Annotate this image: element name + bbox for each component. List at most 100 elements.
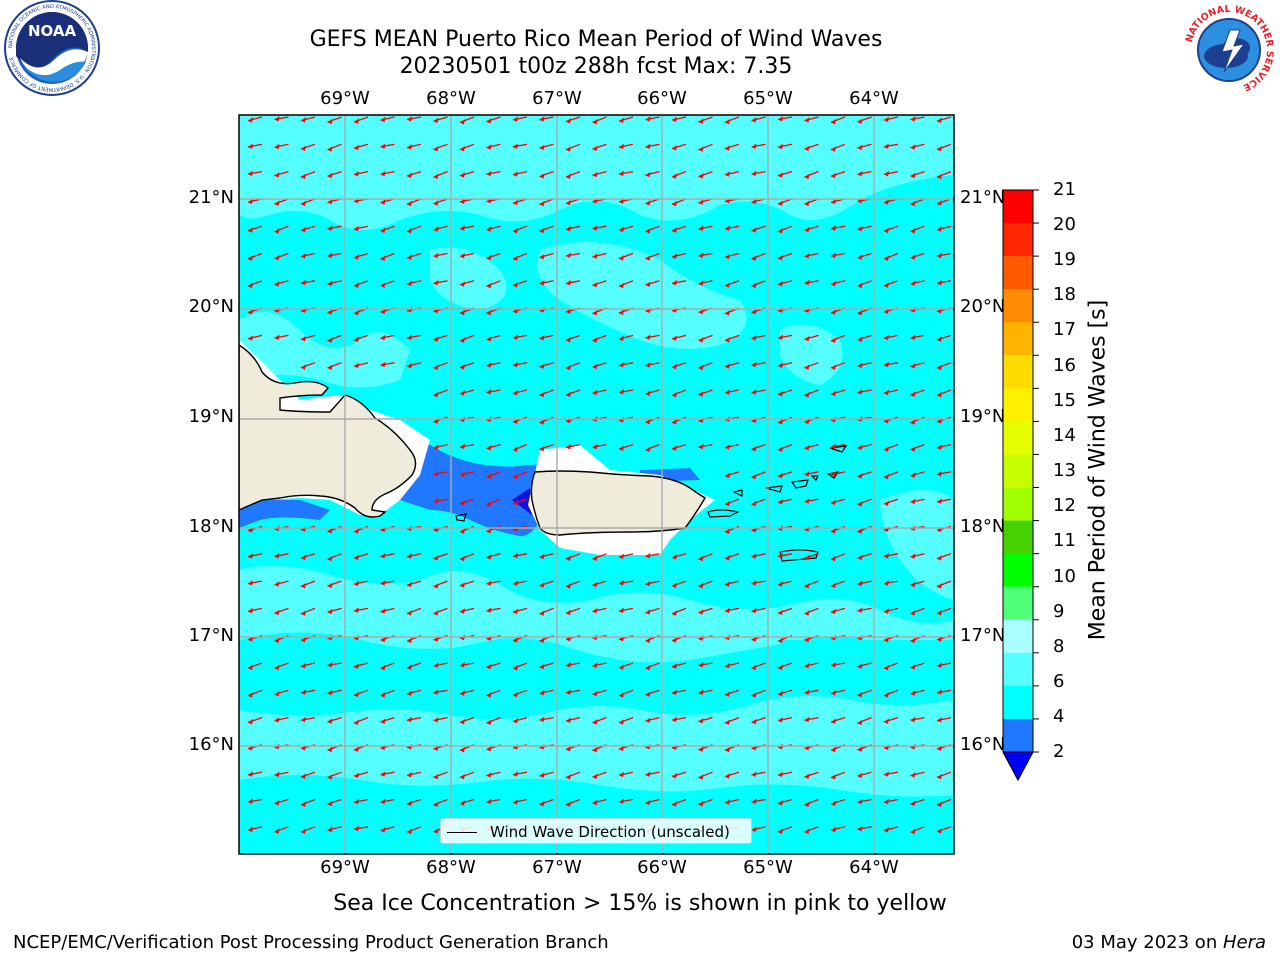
wave-arrow <box>724 471 740 479</box>
wave-arrow <box>459 771 475 780</box>
wave-arrow <box>592 662 607 668</box>
colorbar-band <box>1003 718 1033 753</box>
colorbar-extend-arrow <box>1002 751 1034 782</box>
wave-arrow <box>433 225 448 232</box>
wave-arrow <box>274 798 289 806</box>
nws-logo-icon: NATIONAL WEATHER SERVICE <box>1183 4 1275 96</box>
wave-arrow <box>539 443 554 452</box>
wave-arrow <box>671 389 687 398</box>
map-frame <box>238 114 955 855</box>
wave-arrow <box>406 826 422 835</box>
wave-arrow <box>512 280 528 288</box>
wave-arrow <box>274 334 289 340</box>
wave-arrow <box>857 389 872 395</box>
wave-arrow <box>539 362 554 369</box>
wave-arrow <box>830 607 846 615</box>
wave-arrow <box>327 771 342 780</box>
wave-arrow <box>539 143 554 151</box>
wave-arrow <box>300 826 316 835</box>
wave-arrow <box>645 662 660 671</box>
wave-arrow <box>459 280 475 287</box>
wave-arrow <box>645 716 660 724</box>
wave-arrow <box>671 689 687 696</box>
wave-arrow <box>539 389 554 398</box>
wave-arrow <box>539 771 554 779</box>
wave-arrow <box>910 607 925 616</box>
wave-arrow <box>724 334 740 343</box>
wave-arrow <box>274 716 289 723</box>
wave-arrow <box>724 389 740 395</box>
wave-arrow <box>883 607 899 614</box>
noaa-logo-text: NOAA <box>28 22 77 40</box>
wave-arrow <box>804 498 819 504</box>
wave-arrow <box>698 716 713 724</box>
wave-arrow <box>671 198 687 207</box>
lon-label-top-64w: 64°W <box>849 88 899 109</box>
wave-arrow <box>247 116 263 123</box>
wave-arrow <box>380 170 395 177</box>
wave-arrow <box>618 798 634 805</box>
wave-arrow <box>724 362 740 369</box>
wave-arrow <box>539 607 554 616</box>
wave-arrow <box>671 553 687 560</box>
wave-arrow <box>300 580 316 589</box>
wave-arrow <box>857 798 872 805</box>
wave-arrow <box>830 471 846 477</box>
wave-arrow <box>406 662 422 670</box>
gridlines <box>239 115 954 854</box>
colorbar-tick-10: 10 <box>1053 566 1076 587</box>
wave-arrow <box>300 662 316 669</box>
wave-arrow <box>671 143 687 151</box>
wave-arrow <box>380 361 395 368</box>
wave-arrow <box>565 170 581 179</box>
wave-arrow <box>247 716 263 725</box>
wave-arrow <box>618 716 634 725</box>
wave-arrow <box>433 143 448 152</box>
wave-arrow <box>433 716 448 723</box>
wave-arrow <box>910 389 925 397</box>
lon-label-top-67w: 67°W <box>532 88 582 109</box>
wave-arrow <box>936 689 952 695</box>
wave-arrow <box>936 771 952 780</box>
wave-arrow <box>433 116 448 124</box>
wave-arrow <box>565 389 581 398</box>
chart-subtitle: 20230501 t00z 288h fcst Max: 7.35 <box>399 54 793 79</box>
wave-arrow <box>247 798 263 805</box>
wave-arrow <box>380 225 395 234</box>
wave-arrow <box>777 716 793 723</box>
wave-arrow <box>433 252 448 259</box>
wave-arrow <box>830 826 846 833</box>
wave-arrow <box>910 580 925 588</box>
wave-arrow <box>751 771 766 777</box>
wave-arrow <box>486 580 501 586</box>
wave-arrow <box>804 143 819 152</box>
wave-arrow <box>433 170 448 180</box>
wave-arrow <box>327 252 342 259</box>
wave-arrow <box>936 389 952 398</box>
wave-arrow <box>327 689 342 696</box>
wave-arrow <box>459 607 475 614</box>
wave-arrow <box>724 716 740 726</box>
wave-arrow <box>671 252 687 259</box>
wave-arrow <box>698 771 713 780</box>
wave-arrow <box>857 580 872 587</box>
wave-arrow <box>910 280 925 287</box>
colorbar-band <box>1003 652 1033 687</box>
footer-date: 03 May 2023 on Hera <box>1072 932 1266 954</box>
wave-arrow <box>486 498 501 507</box>
wave-arrow <box>910 553 925 559</box>
wave-arrow <box>883 771 899 777</box>
wave-arrow <box>406 689 422 696</box>
wave-arrow <box>751 553 766 559</box>
wave-arrow <box>327 362 342 370</box>
wave-arrow <box>883 716 899 724</box>
wave-arrow <box>512 716 528 724</box>
wave-arrow <box>698 607 713 615</box>
wave-arrow <box>486 170 501 177</box>
chart-title: GEFS MEAN Puerto Rico Mean Period of Win… <box>309 27 883 52</box>
wave-arrow <box>830 443 846 450</box>
wave-arrow <box>618 553 634 560</box>
small-islands <box>455 445 848 562</box>
lat-label-left-18n: 18°N <box>188 516 234 537</box>
wave-arrow <box>618 361 634 368</box>
